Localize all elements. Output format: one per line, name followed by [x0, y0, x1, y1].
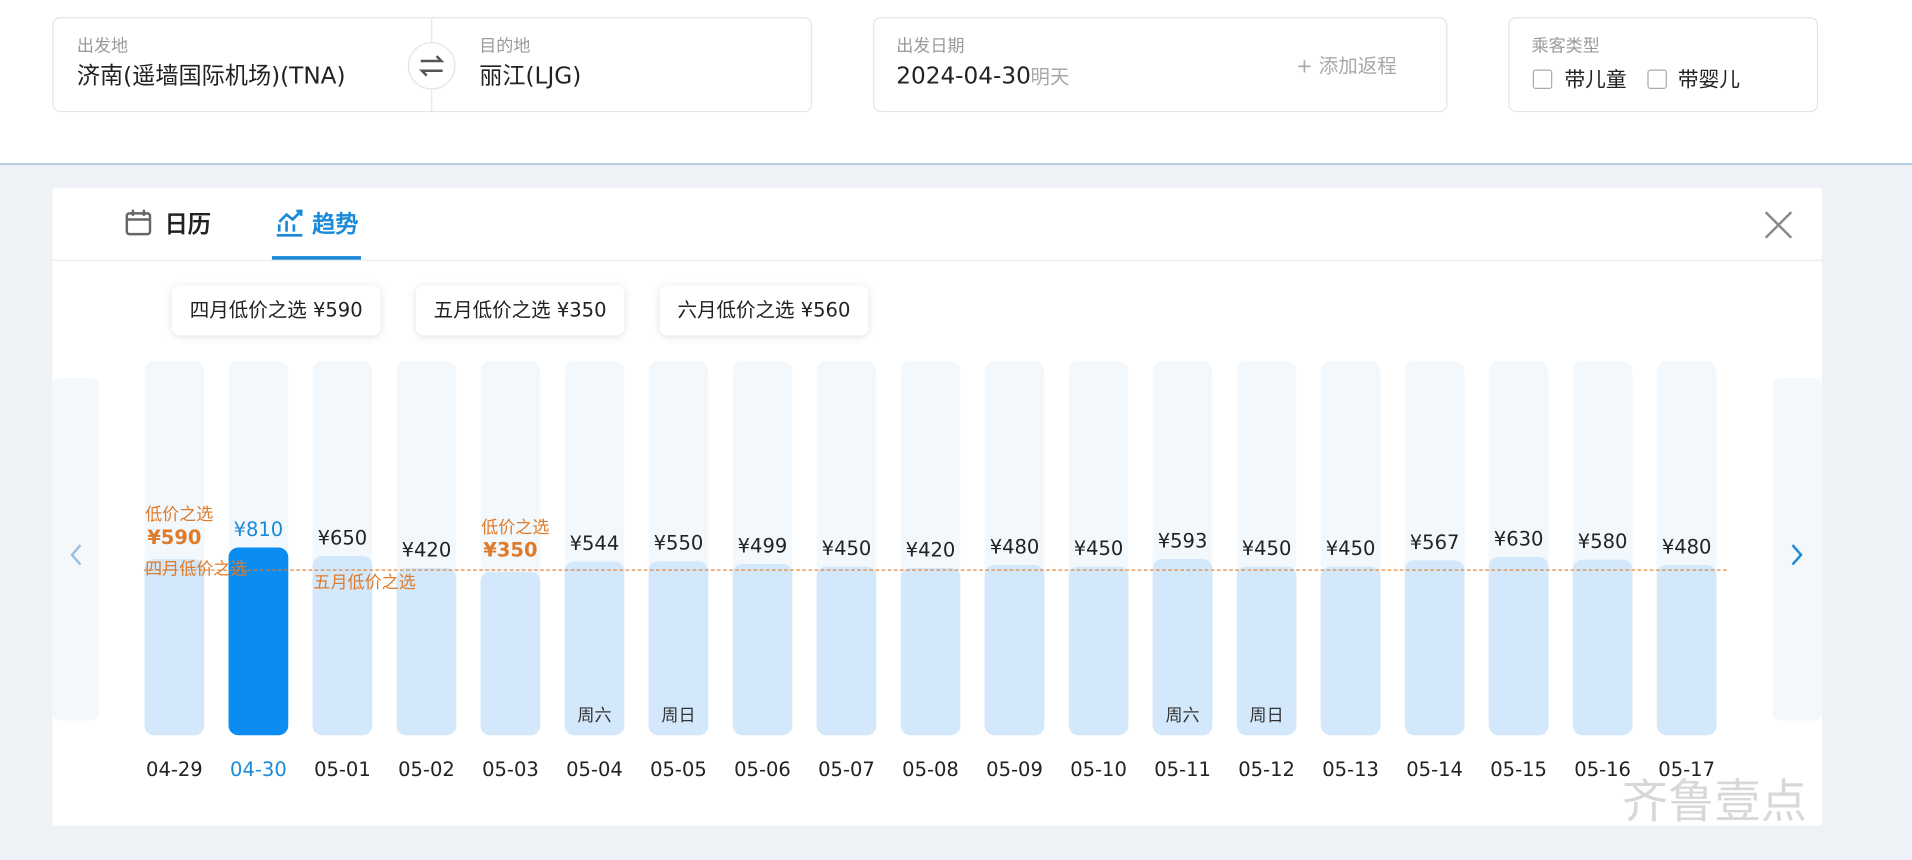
- date-label: 05-02: [398, 758, 455, 781]
- date-box[interactable]: [873, 17, 1448, 113]
- weekday-label: 周六: [577, 706, 611, 726]
- add-return[interactable]: + 添加返程: [1296, 55, 1397, 78]
- next-arrow[interactable]: [1791, 544, 1803, 566]
- bar: [1656, 564, 1717, 736]
- month-low-chip: [171, 285, 381, 336]
- bar: [732, 563, 793, 736]
- date-hint: 明天: [1030, 66, 1069, 89]
- month-low-label: 六月低价之选 ¥560: [678, 298, 851, 321]
- value-label: ¥450: [1326, 537, 1376, 560]
- month-low-label: 四月低价之选 ¥590: [190, 298, 363, 321]
- date-label: 05-12: [1238, 758, 1295, 781]
- trend-icon: [276, 209, 303, 237]
- bar: [984, 564, 1045, 736]
- calendar-icon: [125, 209, 152, 236]
- value-label: ¥650: [318, 526, 368, 549]
- date-label: 05-11: [1154, 758, 1211, 781]
- bar: [1152, 558, 1213, 736]
- date-label: 05-09: [986, 758, 1043, 781]
- value-label: ¥590: [147, 526, 201, 549]
- bar: [228, 547, 289, 736]
- date-label: 05-07: [818, 758, 875, 781]
- passenger-box: [1508, 17, 1819, 113]
- checkbox-label[interactable]: 带儿童: [1564, 67, 1626, 91]
- bar: [312, 555, 373, 736]
- field-label: 出发地: [77, 36, 128, 56]
- date-label: 04-30: [230, 758, 287, 781]
- date-label: 05-01: [314, 758, 371, 781]
- close-button[interactable]: [1764, 211, 1793, 239]
- bar: [900, 568, 961, 736]
- value-label: ¥593: [1158, 529, 1208, 552]
- value-label: ¥450: [822, 537, 872, 560]
- bar: [564, 561, 625, 736]
- value-label: ¥550: [654, 532, 704, 555]
- date-label: 05-14: [1406, 758, 1463, 781]
- date-label: 05-08: [902, 758, 959, 781]
- date-label: 05-04: [566, 758, 623, 781]
- tab[interactable]: 趋势: [312, 212, 358, 238]
- value-label: ¥420: [402, 539, 452, 562]
- bar: [816, 566, 877, 736]
- value-label: ¥350: [483, 539, 537, 562]
- bar: [1404, 560, 1465, 736]
- bar: [1320, 566, 1381, 736]
- date-label: 05-15: [1490, 758, 1547, 781]
- tab[interactable]: 日历: [165, 212, 211, 238]
- value-label: ¥810: [234, 518, 284, 541]
- low-choice-label: 低价之选: [481, 518, 549, 538]
- date-label: 05-05: [650, 758, 707, 781]
- bar: [1488, 557, 1549, 736]
- trend-chart: 四月低价之选 ¥590 五月低价之选 ¥350 六月低价之选 ¥560低价之选¥59…: [144, 285, 1717, 781]
- date-label: 05-17: [1658, 758, 1715, 781]
- value-label: ¥580: [1578, 530, 1628, 553]
- value-label: ¥480: [990, 535, 1040, 558]
- bar: [480, 571, 541, 736]
- date-label: 05-03: [482, 758, 539, 781]
- bar: [144, 559, 205, 736]
- value-label: ¥420: [906, 539, 956, 562]
- watermark: 齐鲁壹点: [1622, 774, 1807, 828]
- value-label: ¥480: [1662, 535, 1712, 558]
- weekday-label: 周日: [661, 706, 695, 726]
- value-label: ¥630: [1494, 527, 1544, 550]
- bar: [1572, 559, 1633, 736]
- line-label: 四月低价之选: [145, 559, 247, 579]
- prev-arrow[interactable]: [70, 544, 82, 566]
- swap-icon: [418, 55, 445, 77]
- month-low-chip: [659, 285, 869, 336]
- value-label: ¥450: [1074, 537, 1124, 560]
- checkbox[interactable]: [1532, 69, 1553, 90]
- origin[interactable]: 济南(遥墙国际机场)(TNA): [77, 63, 346, 89]
- date-label: 04-29: [146, 758, 203, 781]
- low-choice-label: 低价之选: [145, 505, 213, 525]
- destination[interactable]: 丽江(LJG): [479, 63, 581, 89]
- field-label: 目的地: [479, 36, 530, 56]
- bar: [396, 568, 457, 736]
- weekday-label: 周六: [1165, 706, 1199, 726]
- month-low-label: 五月低价之选 ¥350: [434, 298, 607, 321]
- tab-underline: [271, 256, 361, 260]
- value-label: ¥499: [738, 534, 788, 557]
- value-label: ¥450: [1242, 537, 1292, 560]
- checkbox[interactable]: [1647, 69, 1667, 90]
- checkbox-label[interactable]: 带婴儿: [1678, 67, 1740, 91]
- field-label: 出发日期: [896, 36, 964, 56]
- value-label: ¥567: [1410, 531, 1460, 554]
- bar: [648, 561, 709, 736]
- bar: [1236, 566, 1297, 736]
- swap-button[interactable]: [407, 42, 456, 90]
- bar: [1068, 566, 1129, 736]
- month-low-chip: [415, 285, 625, 336]
- date-label: 05-16: [1574, 758, 1631, 781]
- date[interactable]: 2024-04-30: [896, 63, 1031, 89]
- value-label: ¥544: [570, 532, 620, 555]
- date-label: 05-06: [734, 758, 791, 781]
- field-label: 乘客类型: [1532, 36, 1600, 56]
- weekday-label: 周日: [1250, 706, 1284, 726]
- line-label: 五月低价之选: [313, 573, 415, 593]
- date-label: 05-10: [1070, 758, 1127, 781]
- date-label: 05-13: [1322, 758, 1379, 781]
